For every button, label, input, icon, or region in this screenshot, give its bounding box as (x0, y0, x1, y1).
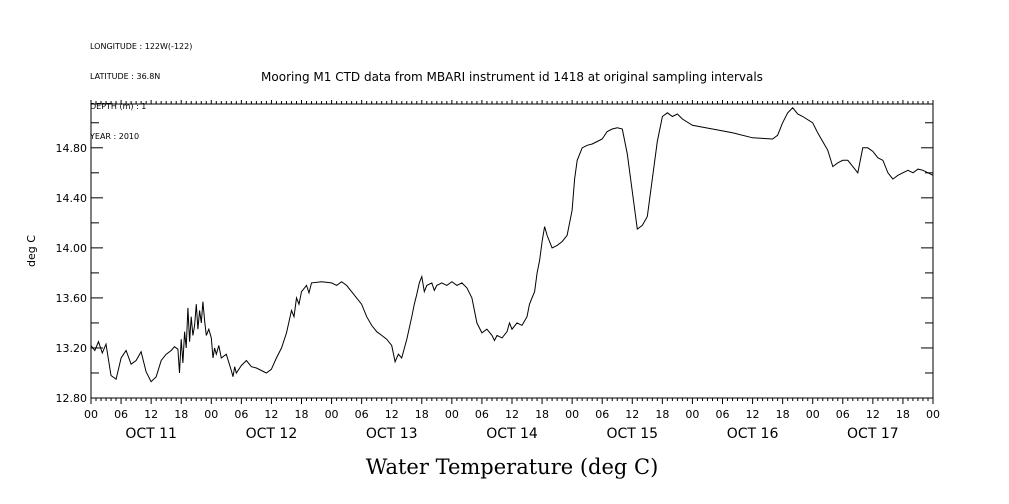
x-tick-label: 12 (505, 408, 519, 421)
x-tick-label: 06 (836, 408, 850, 421)
x-tick-label: 18 (535, 408, 549, 421)
x-tick-label: 18 (174, 408, 188, 421)
x-tick-label: 12 (264, 408, 278, 421)
x-axis-label: Water Temperature (deg C) (366, 455, 659, 479)
day-label: OCT 15 (606, 426, 658, 442)
plot-frame (90, 103, 934, 399)
y-tick-labels: 12.80 13.20 13.60 14.00 14.40 14.80 (56, 142, 88, 405)
day-label: OCT 11 (125, 426, 177, 442)
y-tick-label: 14.00 (56, 242, 88, 255)
x-tick-labels: 00 06 12 18 00 06 12 18 00 06 12 18 00 06 12 18 00 06 12 18… (84, 408, 940, 421)
latitude-label: LATITUDE : 36.8N (90, 72, 161, 81)
x-tick-label: 06 (355, 408, 369, 421)
x-tick-label: 12 (625, 408, 639, 421)
x-tick-label: 18 (896, 408, 910, 421)
day-labels: OCT 11 OCT 12 OCT 13 OCT 14 OCT 15 OCT 16 OCT … (125, 426, 898, 442)
day-label: OCT 12 (246, 426, 298, 442)
x-tick-label: 12 (144, 408, 158, 421)
day-label: OCT 17 (847, 426, 899, 442)
chart-title: Mooring M1 CTD data from MBARI instrumen… (261, 70, 763, 84)
day-label: OCT 13 (366, 426, 418, 442)
metadata-block: LONGITUDE : 122W(-122) LATITUDE : 36.8N … (90, 22, 192, 152)
x-tick-label: 12 (866, 408, 880, 421)
axis-ticks (90, 100, 934, 404)
x-tick-label: 00 (445, 408, 459, 421)
x-tick-label: 12 (385, 408, 399, 421)
x-tick-label: 00 (84, 408, 98, 421)
x-tick-label: 00 (325, 408, 339, 421)
x-tick-label: 00 (806, 408, 820, 421)
x-tick-label: 06 (716, 408, 730, 421)
year-label: YEAR : 2010 (90, 132, 140, 141)
x-tick-label: 00 (204, 408, 218, 421)
x-tick-label: 06 (595, 408, 609, 421)
temperature-series-line (90, 107, 934, 383)
day-label: OCT 16 (727, 426, 779, 442)
x-tick-label: 00 (685, 408, 699, 421)
y-tick-label: 12.80 (56, 392, 88, 405)
x-tick-label: 06 (234, 408, 248, 421)
x-tick-label: 00 (926, 408, 940, 421)
y-tick-label: 14.80 (56, 142, 88, 155)
depth-label: DEPTH (m) : 1 (90, 102, 147, 111)
longitude-label: LONGITUDE : 122W(-122) (90, 42, 193, 51)
x-tick-label: 18 (655, 408, 669, 421)
x-tick-label: 12 (746, 408, 760, 421)
day-label: OCT 14 (486, 426, 538, 442)
x-tick-label: 06 (475, 408, 489, 421)
x-tick-label: 18 (295, 408, 309, 421)
x-tick-label: 00 (565, 408, 579, 421)
x-tick-label: 18 (415, 408, 429, 421)
x-tick-label: 06 (114, 408, 128, 421)
x-tick-label: 18 (776, 408, 790, 421)
y-tick-label: 13.20 (56, 342, 88, 355)
y-axis-label: deg C (25, 235, 38, 267)
y-tick-label: 13.60 (56, 292, 88, 305)
y-tick-label: 14.40 (56, 192, 88, 205)
